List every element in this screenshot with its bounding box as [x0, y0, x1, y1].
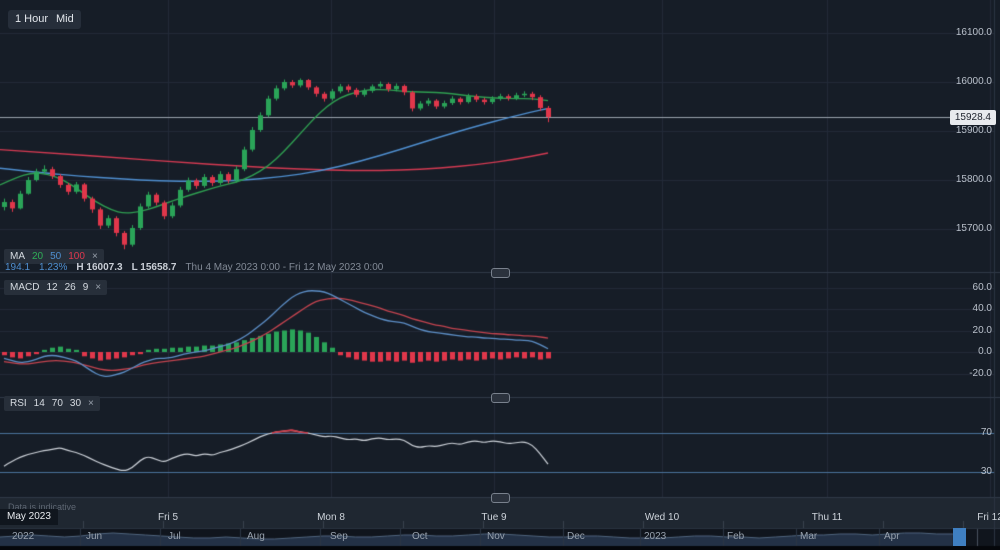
- time-axis-label: Fri 12: [977, 512, 1000, 523]
- rsi-lower-level: 30: [69, 398, 82, 409]
- minimap-month-label: Nov: [487, 531, 505, 542]
- rsi-upper-level: 70: [51, 398, 63, 409]
- minimap-month-label: 2022: [12, 531, 35, 542]
- session-low: L 15658.7: [131, 262, 177, 273]
- minimap-month-label: Dec: [567, 531, 585, 542]
- ma-label: MA: [10, 251, 25, 262]
- ma-change-percent: 1.23%: [39, 262, 68, 273]
- ma-period-100: 100: [68, 251, 85, 262]
- session-high: H 16007.3: [76, 262, 123, 273]
- rsi-axis-label: 70: [980, 427, 992, 438]
- minimap-month-label: Mar: [800, 531, 818, 542]
- ma-indicator-badge[interactable]: MA 20 50 100 ×: [4, 249, 104, 264]
- rsi-close-icon[interactable]: ×: [88, 398, 94, 409]
- price-mode-button[interactable]: Mid: [49, 10, 81, 29]
- macd-axis-label: 60.0: [972, 281, 992, 293]
- macd-close-icon[interactable]: ×: [95, 282, 102, 293]
- macd-axis-label: -20.0: [969, 367, 992, 379]
- macd-slow-period: 26: [64, 282, 76, 293]
- indicative-notice: Data is indicative: [8, 502, 77, 512]
- ma-close-icon[interactable]: ×: [91, 251, 98, 262]
- minimap-viewport[interactable]: [953, 528, 966, 546]
- ma-info-row: 194.1 1.23% H 16007.3 L 15658.7 Thu 4 Ma…: [5, 262, 383, 273]
- rsi-label: RSI: [10, 398, 27, 409]
- time-axis-period-label: May 2023: [0, 509, 58, 525]
- macd-indicator-badge[interactable]: MACD 12 26 9 ×: [4, 280, 108, 295]
- minimap-month-label: Jun: [86, 531, 103, 542]
- minimap-month-label: Apr: [884, 531, 900, 542]
- ma-period-20: 20: [32, 251, 44, 262]
- macd-label: MACD: [10, 282, 40, 293]
- minimap-month-label: Feb: [727, 531, 745, 542]
- time-axis-label: Tue 9: [481, 512, 507, 523]
- price-axis-label: 15800.0: [955, 174, 992, 185]
- panel-resize-handle[interactable]: [491, 493, 510, 503]
- rsi-indicator-badge[interactable]: RSI 14 70 30 ×: [4, 396, 100, 411]
- current-price-tag: 15928.4: [949, 110, 996, 125]
- time-axis-label: Wed 10: [644, 512, 680, 523]
- time-axis-label: Fri 5: [158, 512, 178, 523]
- macd-fast-period: 12: [46, 282, 58, 293]
- minimap-month-label: Sep: [330, 531, 348, 542]
- macd-signal-period: 9: [82, 282, 89, 293]
- minimap-month-label: Aug: [247, 531, 265, 542]
- ma-period-50: 50: [50, 251, 62, 262]
- time-axis-label: Thu 11: [811, 512, 843, 523]
- panel-resize-handle[interactable]: [491, 268, 510, 278]
- price-axis-label: 15700.0: [955, 223, 992, 234]
- panel-resize-handle[interactable]: [491, 393, 510, 403]
- minimap-month-label: Jul: [168, 531, 181, 542]
- visible-date-range: Thu 4 May 2023 0:00 - Fri 12 May 2023 0:…: [185, 262, 384, 273]
- macd-axis-label: 20.0: [972, 324, 992, 336]
- macd-axis-label: 40.0: [972, 303, 992, 314]
- minimap-month-label: Oct: [412, 531, 428, 542]
- timeframe-button[interactable]: 1 Hour: [8, 10, 56, 29]
- price-axis-label: 15900.0: [955, 125, 992, 136]
- macd-axis-label: 0.0: [978, 346, 992, 357]
- minimap-month-label: 2023: [644, 531, 667, 542]
- price-axis-label: 16000.0: [955, 76, 992, 87]
- price-axis-label: 16100.0: [955, 27, 992, 38]
- ma-change-value: 194.1: [5, 262, 31, 273]
- rsi-period: 14: [33, 398, 45, 409]
- time-axis-label: Mon 8: [317, 512, 345, 523]
- rsi-axis-label: 30: [980, 466, 992, 477]
